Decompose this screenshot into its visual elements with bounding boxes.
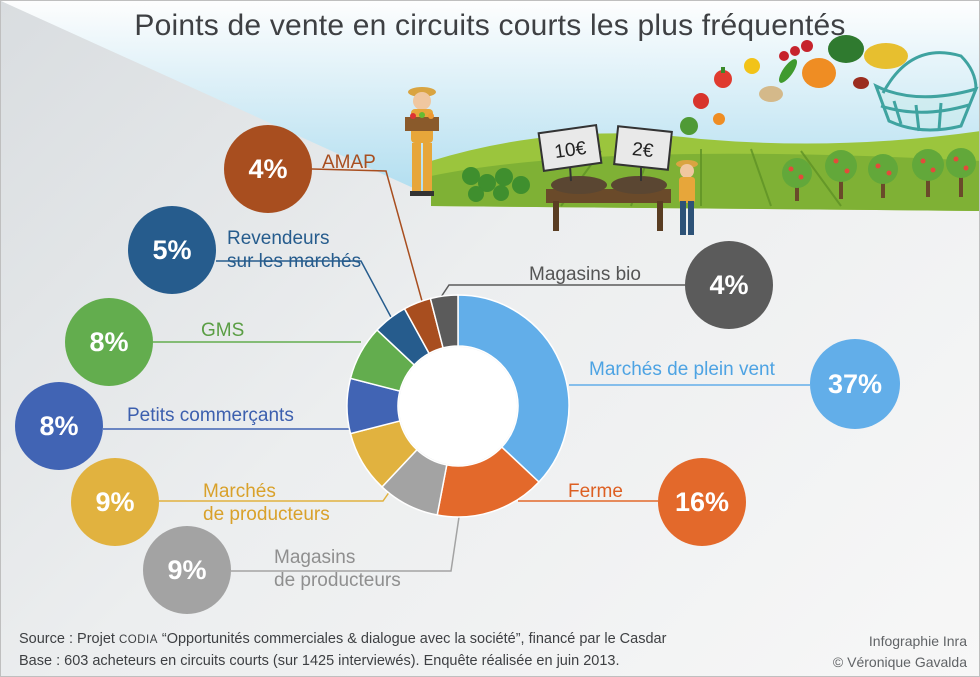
label-magasins-producteurs-line1: Magasins [274, 547, 356, 568]
svg-text:10€: 10€ [553, 138, 588, 163]
donut-hole [399, 347, 517, 465]
credit-line-2: © Véronique Gavalda [832, 654, 967, 670]
slice-marches-de-plein-vent [457, 294, 570, 484]
label-petits-commercants: Petits commerçants [127, 405, 294, 426]
bubble-marches-producteurs: 9% [71, 458, 159, 546]
bubble-magasins-producteurs: 9% [143, 526, 231, 614]
bushes [462, 167, 530, 202]
label-gms: GMS [201, 320, 245, 341]
leader-line [440, 284, 685, 298]
label-marches-producteurs-line1: Marchés [203, 481, 276, 502]
bubble-amap: 4% [224, 125, 312, 213]
label-revendeurs-line1: Revendeurs [227, 228, 330, 249]
label-magasins-producteurs: Magasins de producteurs [274, 546, 401, 592]
price-sign-2: 2€ [613, 125, 673, 181]
trees-icon [782, 148, 976, 201]
label-revendeurs: Revendeurs sur les marchés [227, 227, 361, 273]
vendor-icon [676, 160, 698, 235]
svg-text:2€: 2€ [631, 139, 655, 162]
bubble-petits-commercants: 8% [15, 382, 103, 470]
leader-line [311, 168, 423, 302]
bubble-revendeurs: 5% [128, 206, 216, 294]
label-magasins-bio: Magasins bio [529, 264, 641, 285]
basket-icon [873, 51, 979, 132]
bubble-ferme: 16% [658, 458, 746, 546]
farmer-icon [405, 87, 439, 196]
slice-magasins-bio [429, 294, 459, 349]
label-magasins-producteurs-line2: de producteurs [274, 570, 401, 591]
bubble-plein-vent: 37% [810, 339, 900, 429]
leader-line [231, 516, 460, 572]
source-line-2: Base : 603 acheteurs en circuits courts … [19, 653, 620, 669]
source-line-1: Source : Projet CODIA “Opportunités comm… [19, 631, 667, 647]
market-stall-icon: 10€ 2€ [537, 124, 673, 231]
leader-line [216, 260, 393, 320]
bubble-magasins-bio: 4% [685, 241, 773, 329]
label-ferme: Ferme [568, 481, 623, 502]
bubble-gms: 8% [65, 298, 153, 386]
price-sign-10: 10€ [537, 124, 603, 182]
credit: Infographie Inra © Véronique Gavalda [833, 631, 967, 673]
chart-title: Points de vente en circuits courts les p… [134, 9, 846, 42]
label-marches-producteurs-line2: de producteurs [203, 504, 330, 525]
label-revendeurs-line2: sur les marchés [227, 251, 362, 272]
label-marches-producteurs: Marchés de producteurs [203, 480, 330, 526]
vegetables-icon [680, 35, 908, 135]
label-amap: AMAP [322, 152, 376, 173]
label-plein-vent: Marchés de plein vent [589, 359, 775, 380]
source-note: Source : Projet CODIA “Opportunités comm… [19, 629, 666, 672]
credit-line-1: Infographie Inra [868, 633, 967, 649]
